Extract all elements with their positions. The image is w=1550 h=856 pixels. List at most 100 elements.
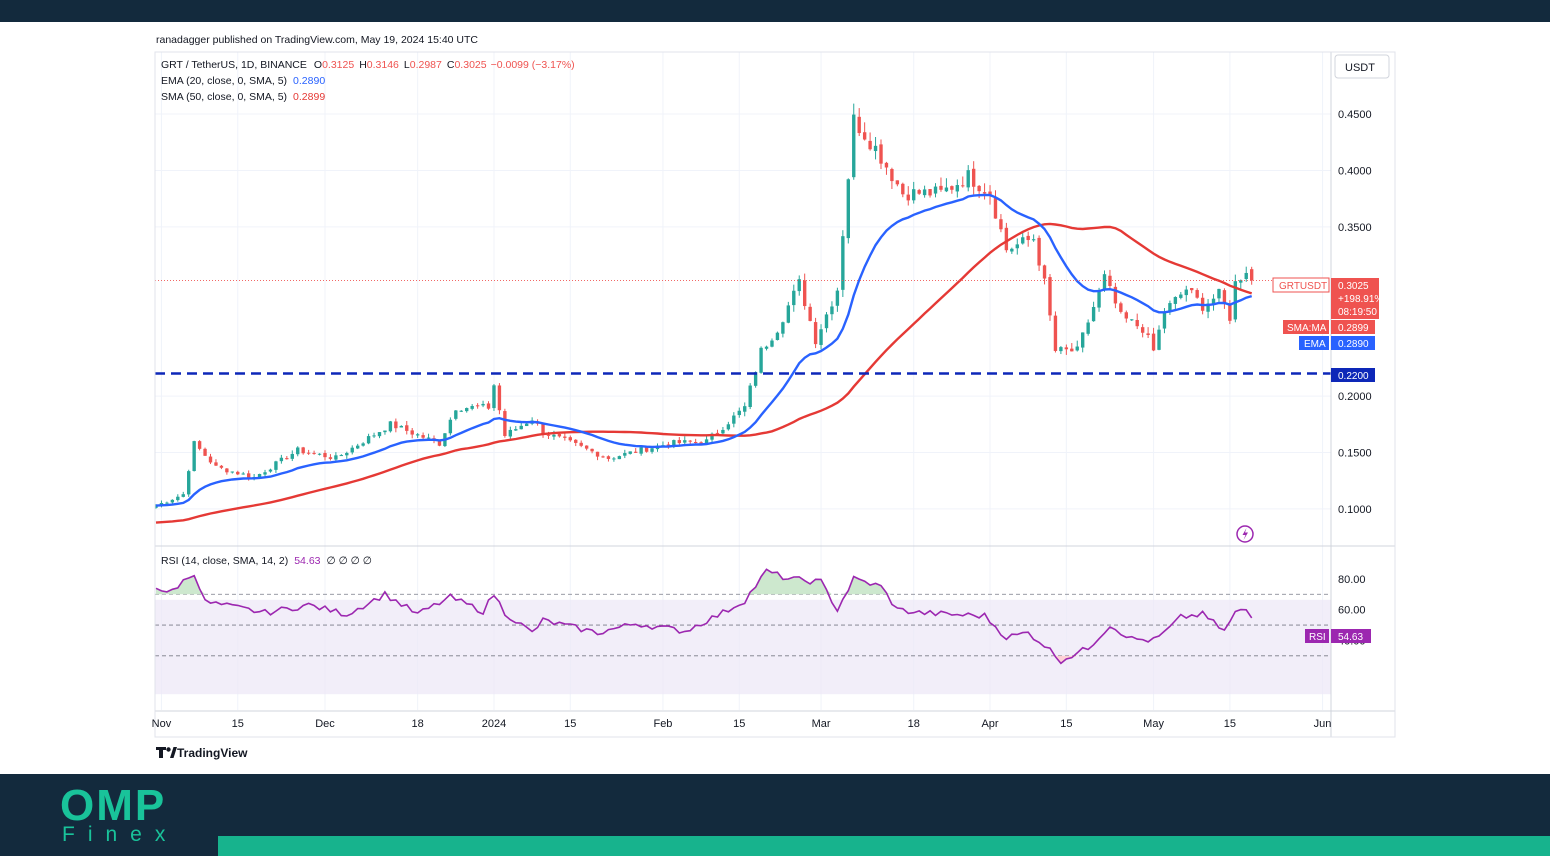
candle-body xyxy=(1113,286,1118,304)
candle-body xyxy=(568,437,572,441)
candle-body xyxy=(835,290,840,306)
price-tick-label: 0.1000 xyxy=(1338,504,1372,516)
candle-body xyxy=(971,168,976,187)
candle-body xyxy=(328,457,333,459)
candle xyxy=(405,420,409,435)
candle-body xyxy=(170,499,175,503)
candle-body xyxy=(508,429,513,437)
candle-body xyxy=(775,332,780,341)
candle xyxy=(1157,325,1161,351)
candle-body xyxy=(1184,289,1188,296)
candle xyxy=(1015,238,1019,255)
candle-body xyxy=(781,322,785,334)
legend-sma[interactable]: SMA (50, close, 0, SMA, 5) 0.2899 xyxy=(161,91,325,103)
omp-logo-text: OMP xyxy=(60,781,167,830)
candle-body xyxy=(666,444,671,447)
ema-tag xyxy=(1299,336,1329,350)
candle-body xyxy=(590,448,594,452)
time-axis[interactable]: Nov 15 Dec 18 2024 15 Feb 15 Mar 18 Apr 15 May 15 Jun xyxy=(152,718,1332,730)
candle xyxy=(797,275,801,296)
candle xyxy=(1064,344,1069,355)
legend-sma-value: 0.2899 xyxy=(293,91,325,103)
candle-body xyxy=(912,189,916,201)
candle-body xyxy=(824,314,829,329)
tradingview-logo-icon[interactable] xyxy=(156,747,177,758)
candle xyxy=(743,402,747,417)
candle-body xyxy=(977,185,981,192)
currency-button[interactable] xyxy=(1334,54,1390,79)
candle xyxy=(955,179,960,198)
candle xyxy=(884,161,889,175)
candle xyxy=(1010,247,1014,254)
candle xyxy=(912,181,916,204)
candle-body xyxy=(792,290,796,306)
candle xyxy=(568,435,572,442)
candle xyxy=(350,445,354,455)
candle xyxy=(192,440,196,472)
candle-body xyxy=(841,236,845,290)
tradingview-chart[interactable]: 0.4500 0.4000 0.3500 0.2000 0.1500 0.1000 80.… xyxy=(146,30,1402,772)
legend-ema-value: 0.2890 xyxy=(293,75,325,87)
candle-body xyxy=(1173,297,1178,304)
candle xyxy=(595,451,600,461)
candle xyxy=(830,301,834,321)
candle xyxy=(399,425,403,428)
candle xyxy=(1042,264,1047,285)
candle xyxy=(693,438,698,444)
candle-body xyxy=(601,456,605,458)
candle-body xyxy=(225,468,229,473)
candle-body xyxy=(606,456,611,459)
candle xyxy=(1081,332,1085,353)
candle-body xyxy=(961,185,965,187)
last-price-change: +198.91% xyxy=(1338,294,1383,305)
candle-body xyxy=(748,385,752,407)
legend-rsi[interactable]: RSI (14, close, SMA, 14, 2) 54.63 ∅ ∅ ∅ ∅ xyxy=(161,555,372,567)
candle-body xyxy=(595,451,600,457)
candle-body xyxy=(263,472,267,475)
candle xyxy=(475,403,480,409)
candle-body xyxy=(922,189,927,196)
candle-body xyxy=(552,434,556,437)
candle xyxy=(628,451,632,455)
candle-body xyxy=(770,340,774,347)
candle xyxy=(901,182,905,198)
candle xyxy=(503,408,507,438)
lightning-icon[interactable] xyxy=(1236,525,1254,543)
candle-body xyxy=(901,183,905,195)
time-tick-label: 15 xyxy=(733,718,745,730)
legend-ema[interactable]: EMA (20, close, 0, SMA, 5) 0.2890 xyxy=(161,75,325,87)
candle xyxy=(1113,282,1118,309)
candle xyxy=(1179,292,1183,300)
candle-body xyxy=(693,441,698,443)
candle-body xyxy=(415,434,420,436)
candle xyxy=(514,426,518,431)
ema-20-line xyxy=(155,193,1253,507)
finex-logo-text: Finex xyxy=(62,823,179,846)
candle-body xyxy=(1004,227,1009,251)
ema-value-badge xyxy=(1331,336,1375,350)
candle-body xyxy=(1168,303,1172,312)
candle-body xyxy=(721,429,725,434)
legend-symbol: GRT / TetherUS, 1D, BINANCE xyxy=(161,59,307,71)
candle xyxy=(176,494,180,502)
candle xyxy=(1124,310,1128,323)
candle-body xyxy=(873,145,878,152)
time-tick-label: May xyxy=(1143,718,1164,730)
legend-open-label: O xyxy=(314,59,322,71)
rsi-band-background xyxy=(155,599,1331,695)
rsi-line xyxy=(155,568,1253,665)
candle xyxy=(323,450,327,461)
candle-body xyxy=(1222,290,1227,305)
legend-ohlc[interactable]: GRT / TetherUS, 1D, BINANCE O0.3125 H0.314… xyxy=(161,59,575,71)
legend-low-value: 0.2987 xyxy=(410,59,442,71)
candle-body xyxy=(988,191,992,196)
candle-body xyxy=(290,453,294,459)
legend-open-value: 0.3125 xyxy=(322,59,354,71)
candle-body xyxy=(519,425,523,430)
candle-body xyxy=(862,132,867,140)
candle-body xyxy=(830,306,834,315)
candle xyxy=(862,122,867,141)
candle-body xyxy=(704,439,709,444)
candle xyxy=(873,136,878,160)
price-axis[interactable]: 0.4500 0.4000 0.3500 0.2000 0.1500 0.1000 xyxy=(1338,109,1372,516)
